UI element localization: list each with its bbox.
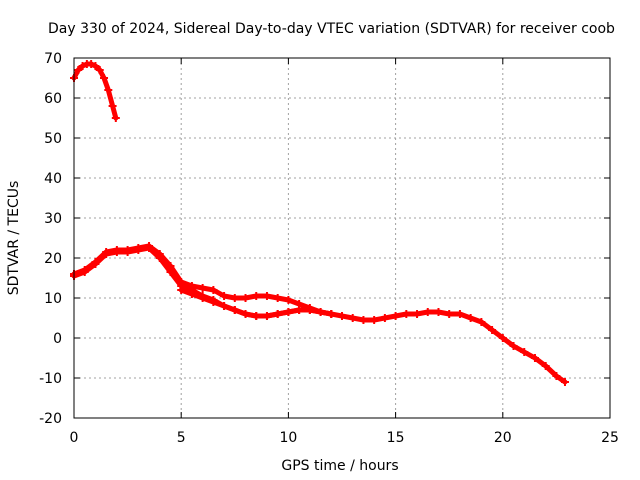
data-point (134, 246, 143, 254)
data-point (177, 286, 186, 294)
data-point (348, 314, 357, 322)
data-point (541, 362, 550, 370)
data-point (284, 308, 293, 316)
data-point (166, 268, 175, 276)
data-point (262, 312, 271, 320)
data-point (359, 316, 368, 324)
data-point (91, 260, 100, 268)
data-point (530, 354, 539, 362)
grid (74, 58, 610, 418)
plot-frame (73, 57, 611, 419)
data-point (391, 312, 400, 320)
data-point (552, 372, 561, 380)
data-point (520, 348, 529, 356)
x-tick-label: 0 (70, 430, 79, 446)
data-point (413, 310, 422, 318)
y-tick-label: -10 (39, 371, 62, 387)
data-point (273, 294, 282, 302)
data-point (155, 254, 164, 262)
data-point (252, 312, 261, 320)
series-layer (70, 60, 569, 386)
data-point (455, 310, 464, 318)
y-tick-label: 30 (44, 211, 62, 227)
x-tick-label: 20 (494, 430, 512, 446)
data-point (423, 308, 432, 316)
y-tick-label: 40 (44, 171, 62, 187)
data-point (112, 248, 121, 256)
y-tick-label: 10 (44, 291, 62, 307)
data-point (316, 308, 325, 316)
data-point (498, 334, 507, 342)
y-tick-label: -20 (39, 411, 62, 427)
data-point (187, 290, 196, 298)
y-tick-label: 60 (44, 91, 62, 107)
data-point (145, 244, 154, 252)
data-point (327, 310, 336, 318)
data-point (488, 326, 497, 334)
data-point (220, 292, 229, 300)
data-point (111, 114, 120, 122)
data-point (477, 318, 486, 326)
x-tick-label: 15 (387, 430, 405, 446)
chart-title: Day 330 of 2024, Sidereal Day-to-day VTE… (48, 21, 615, 37)
data-point (338, 312, 346, 320)
y-tick-label: 70 (44, 51, 62, 67)
data-point (295, 306, 304, 314)
data-point (466, 314, 475, 322)
data-point (78, 62, 87, 70)
data-point (402, 310, 411, 318)
ticks: 0 5 10 15 20 25 -20 -10 0 10 20 30 40 50 60 70 (39, 51, 619, 446)
data-point (284, 296, 293, 304)
data-point (509, 342, 518, 350)
x-axis-title: GPS time / hours (281, 458, 398, 474)
y-tick-label: 20 (44, 251, 62, 267)
series-line-track-b (71, 245, 334, 319)
y-tick-label: 50 (44, 131, 62, 147)
data-point (305, 306, 314, 314)
x-tick-label: 10 (279, 430, 297, 446)
x-tick-label: 25 (601, 430, 619, 446)
data-point (209, 298, 218, 306)
data-point (252, 292, 261, 300)
y-axis-title: SDTVAR / TECUs (6, 181, 22, 296)
data-point (241, 310, 250, 318)
data-point (100, 74, 109, 82)
data-point (220, 302, 229, 310)
data-point (380, 314, 389, 322)
data-point (123, 248, 132, 256)
data-point (198, 294, 207, 302)
data-point (95, 66, 104, 74)
data-point (370, 316, 379, 324)
data-point (445, 310, 454, 318)
data-point (209, 286, 218, 294)
data-point (108, 102, 117, 110)
data-point (230, 294, 239, 302)
data-point (230, 306, 239, 314)
data-point (262, 292, 271, 300)
y-tick-label: 0 (53, 331, 62, 347)
data-point (241, 294, 250, 302)
data-point (104, 86, 113, 94)
data-point (434, 308, 443, 316)
data-point (74, 66, 83, 74)
data-point (560, 378, 569, 386)
data-point (87, 60, 96, 68)
data-point (198, 284, 207, 292)
data-point (80, 268, 89, 276)
data-point (273, 310, 282, 318)
data-point (102, 250, 111, 258)
data-point (91, 62, 100, 70)
x-tick-label: 5 (177, 430, 186, 446)
